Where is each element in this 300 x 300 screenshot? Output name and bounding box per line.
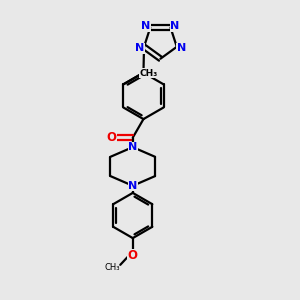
Text: O: O	[106, 130, 116, 143]
Text: N: N	[170, 21, 180, 31]
Text: N: N	[135, 43, 144, 53]
Text: CH₃: CH₃	[139, 69, 157, 78]
Text: CH₃: CH₃	[104, 263, 120, 272]
Text: N: N	[128, 181, 137, 191]
Text: O: O	[128, 249, 138, 262]
Text: N: N	[177, 43, 186, 53]
Text: N: N	[128, 142, 137, 152]
Text: N: N	[141, 21, 150, 31]
